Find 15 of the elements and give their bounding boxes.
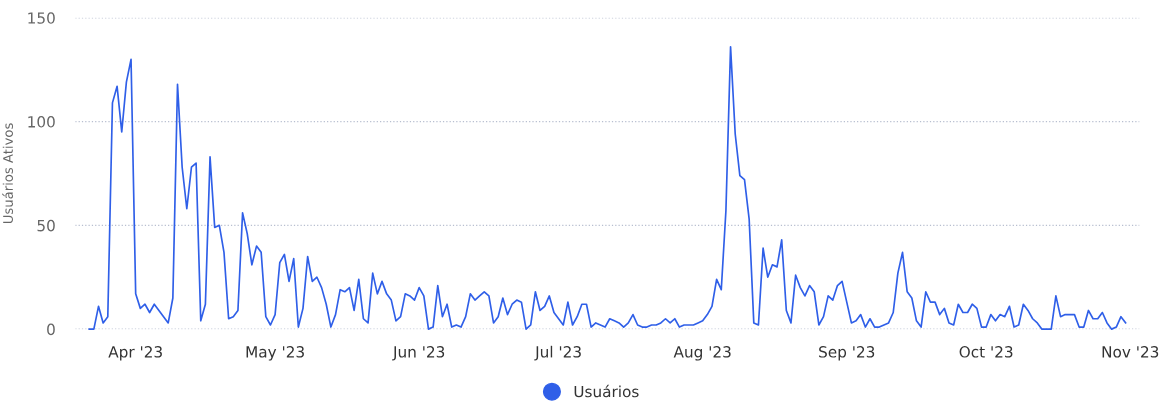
x-tick-label: Nov '23 bbox=[1102, 346, 1159, 358]
x-tick-label: May '23 bbox=[246, 346, 304, 361]
y-tick-label: 0 bbox=[47, 323, 55, 336]
line-series bbox=[88, 46, 1127, 330]
x-tick-label: Apr '23 bbox=[108, 346, 162, 361]
x-tick-label: Jul '23 bbox=[534, 345, 581, 361]
legend-label: Usuários bbox=[574, 384, 639, 398]
x-tick-label: Oct '23 bbox=[959, 346, 1013, 358]
y-tick-label: 150 bbox=[28, 12, 55, 24]
y-tick-label: 100 bbox=[28, 116, 55, 128]
x-tick-label: Sep '23 bbox=[819, 346, 875, 361]
x-tick-label: Jun '23 bbox=[392, 346, 445, 361]
x-tick-label: Aug '23 bbox=[673, 346, 731, 361]
y-axis-title: Usuários Ativos bbox=[2, 123, 13, 224]
y-tick-label: 50 bbox=[37, 219, 55, 232]
